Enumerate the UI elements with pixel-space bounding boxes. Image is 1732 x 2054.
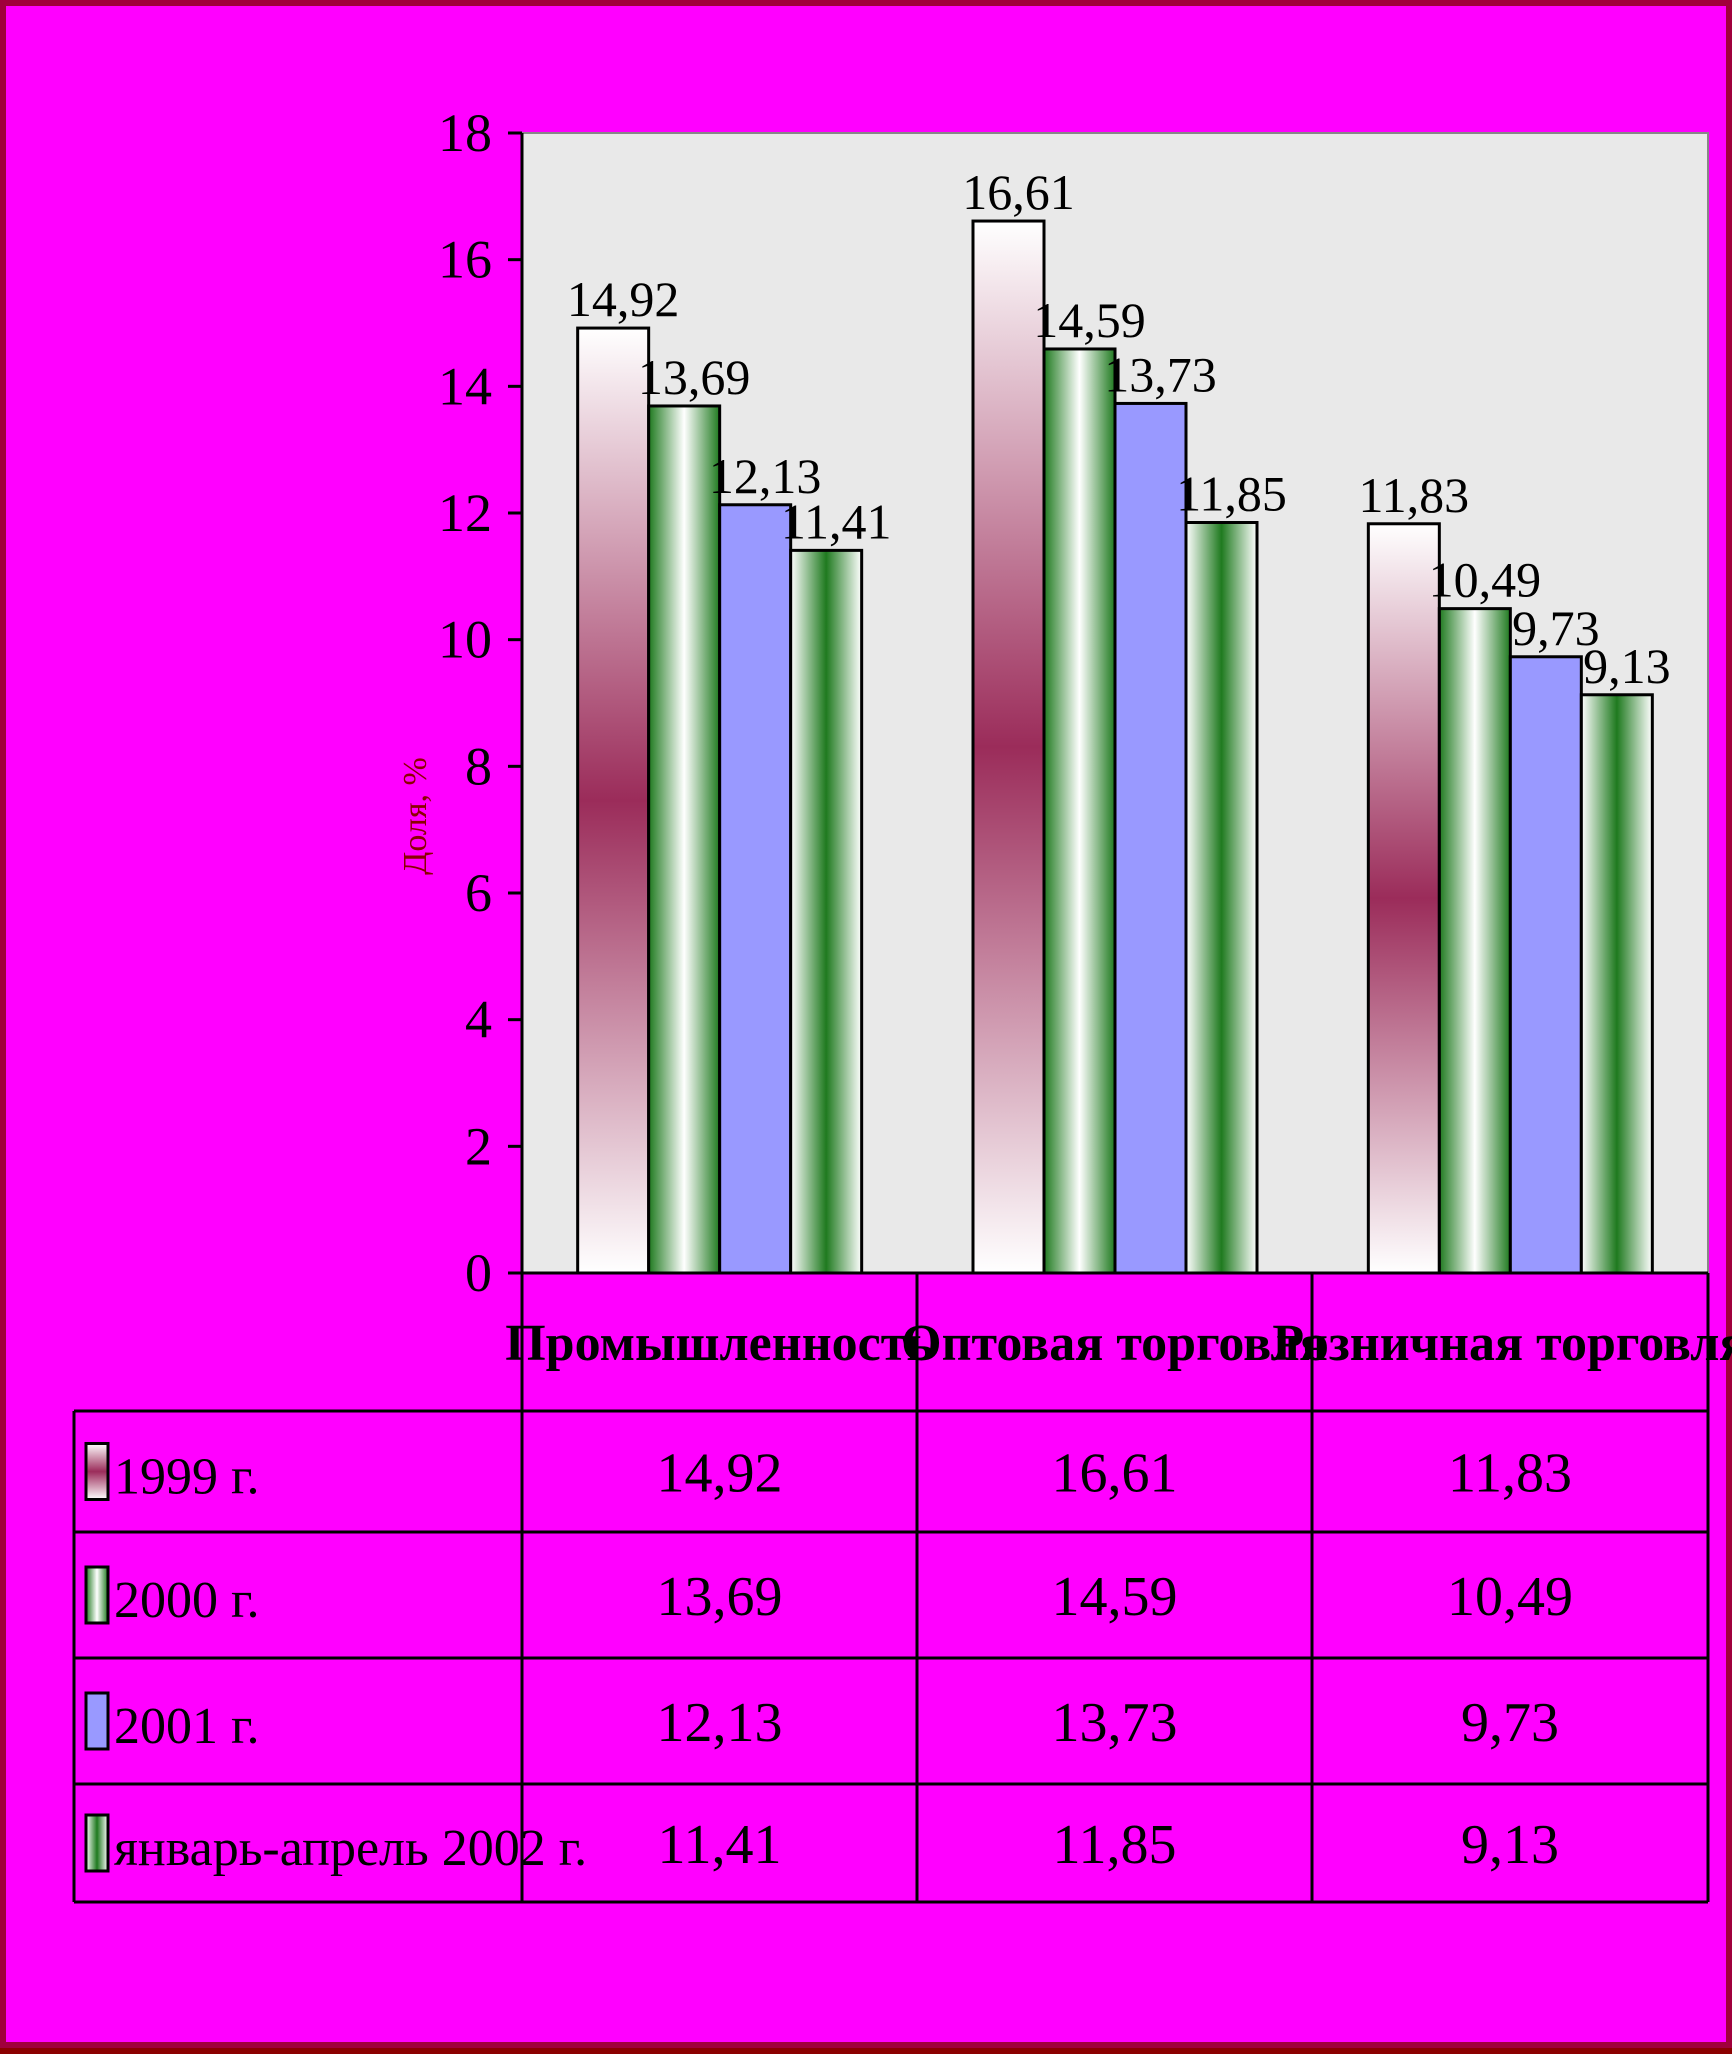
data-label: 12,13 [709, 448, 822, 504]
data-label: 14,59 [1033, 292, 1146, 348]
legend-label: январь-апрель 2002 г. [114, 1820, 587, 1877]
data-label: 11,85 [1176, 466, 1287, 522]
data-label: 16,61 [962, 164, 1075, 220]
bar [1366, 522, 1441, 1275]
bar [1042, 347, 1117, 1275]
table-cell: 13,73 [1052, 1692, 1178, 1754]
bar [647, 404, 722, 1275]
table-cell: 16,61 [1052, 1443, 1178, 1505]
y-axis-title: Доля, % [397, 757, 434, 875]
bar [1184, 521, 1259, 1275]
table-cell: 11,83 [1448, 1443, 1572, 1505]
y-tick-label: 12 [438, 483, 492, 543]
data-label: 11,41 [781, 493, 892, 549]
y-tick-label: 4 [465, 990, 492, 1050]
y-tick-label: 18 [438, 103, 492, 163]
data-label: 10,49 [1429, 552, 1542, 608]
bar [576, 326, 651, 1275]
table-cell: 14,59 [1052, 1566, 1178, 1628]
table-cell: 9,73 [1461, 1692, 1559, 1754]
bar [718, 503, 793, 1275]
y-tick-label: 8 [465, 736, 492, 796]
data-label: 13,69 [638, 349, 751, 405]
legend-label: 2001 г. [114, 1698, 259, 1755]
legend-swatch [84, 1565, 110, 1625]
y-tick-label: 16 [438, 230, 492, 290]
table-cell: 14,92 [657, 1443, 783, 1505]
data-label: 13,73 [1104, 346, 1217, 402]
bar [971, 219, 1046, 1275]
category-label: Оптовая торговля [901, 1315, 1328, 1372]
legend-swatch [84, 1442, 110, 1501]
table-cell: 10,49 [1447, 1566, 1573, 1628]
table-cell: 13,69 [657, 1566, 783, 1628]
bar [1579, 693, 1654, 1275]
y-tick-label: 10 [438, 610, 492, 670]
bar [1113, 401, 1188, 1275]
table-cell: 9,13 [1461, 1814, 1559, 1876]
table-cell: 11,85 [1053, 1814, 1177, 1876]
bar [1437, 607, 1512, 1275]
data-label: 9,13 [1583, 638, 1671, 694]
bar [1508, 655, 1583, 1275]
legend-label: 1999 г. [114, 1449, 259, 1506]
y-tick-label: 14 [438, 356, 492, 416]
table-cell: 12,13 [657, 1692, 783, 1754]
category-label: Промышленность [505, 1315, 934, 1372]
legend-label: 2000 г. [114, 1572, 259, 1629]
data-label: 11,83 [1359, 467, 1470, 523]
data-label: 14,92 [567, 271, 680, 327]
y-tick-label: 0 [465, 1243, 492, 1303]
legend-swatch [84, 1813, 110, 1873]
bar [789, 548, 864, 1275]
data-label: 9,73 [1512, 600, 1600, 656]
y-tick-label: 2 [465, 1116, 492, 1176]
y-tick-label: 6 [465, 863, 492, 923]
category-label: Розничная торговля [1272, 1315, 1732, 1372]
legend-swatch [84, 1691, 110, 1751]
table-cell: 11,41 [658, 1814, 782, 1876]
